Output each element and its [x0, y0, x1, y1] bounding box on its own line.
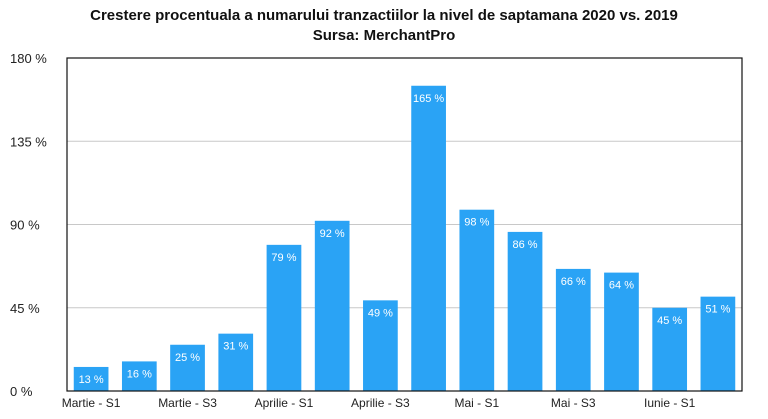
- x-tick-label: Martie - S3: [158, 396, 217, 410]
- bar-value-label: 64 %: [609, 280, 634, 292]
- bar-value-label: 98 %: [464, 217, 489, 229]
- plot-frame: [66, 57, 743, 392]
- chart-title-block: Crestere procentuala a numarului tranzac…: [0, 6, 768, 46]
- bar: [218, 333, 254, 391]
- x-tick-label: Martie - S1: [62, 396, 121, 410]
- bar: [266, 244, 302, 391]
- y-tick-label: 135 %: [10, 134, 47, 149]
- y-tick-label: 180 %: [10, 51, 47, 66]
- bar-value-label: 49 %: [368, 307, 393, 319]
- bar-value-label: 16 %: [127, 368, 152, 380]
- bar: [73, 366, 109, 391]
- bar: [459, 209, 495, 391]
- bar-value-label: 66 %: [561, 276, 586, 288]
- bar-value-label: 31 %: [223, 341, 248, 353]
- y-tick-label: 90 %: [10, 218, 40, 233]
- x-tick-label: Aprilie - S3: [351, 396, 410, 410]
- bar: [604, 272, 639, 391]
- bar-value-label: 86 %: [512, 239, 537, 251]
- y-tick-label: 0 %: [10, 384, 33, 399]
- bar-value-label: 92 %: [320, 228, 345, 240]
- bar: [363, 300, 398, 391]
- bar: [652, 307, 688, 391]
- x-tick-label: Aprilie - S1: [255, 396, 314, 410]
- bar-value-label: 25 %: [175, 352, 200, 364]
- bar: [555, 268, 591, 391]
- bar-value-label: 165 %: [413, 93, 444, 105]
- bar: [314, 220, 350, 391]
- x-tick-label: Iunie - S1: [644, 396, 696, 410]
- bar-value-label: 79 %: [271, 252, 296, 264]
- y-tick-label: 45 %: [10, 301, 40, 316]
- bar-value-label: 51 %: [705, 304, 730, 316]
- bar: [700, 296, 736, 391]
- bar: [170, 344, 205, 391]
- bar: [507, 231, 543, 391]
- chart-title: Crestere procentuala a numarului tranzac…: [90, 7, 678, 24]
- x-tick-label: Mai - S1: [454, 396, 499, 410]
- bar-value-label: 45 %: [657, 315, 682, 327]
- bar-value-label: 13 %: [79, 374, 104, 386]
- chart-subtitle: Sursa: MerchantPro: [312, 27, 456, 44]
- bar: [411, 85, 446, 391]
- x-tick-label: Mai - S3: [551, 396, 596, 410]
- bar: [121, 361, 157, 391]
